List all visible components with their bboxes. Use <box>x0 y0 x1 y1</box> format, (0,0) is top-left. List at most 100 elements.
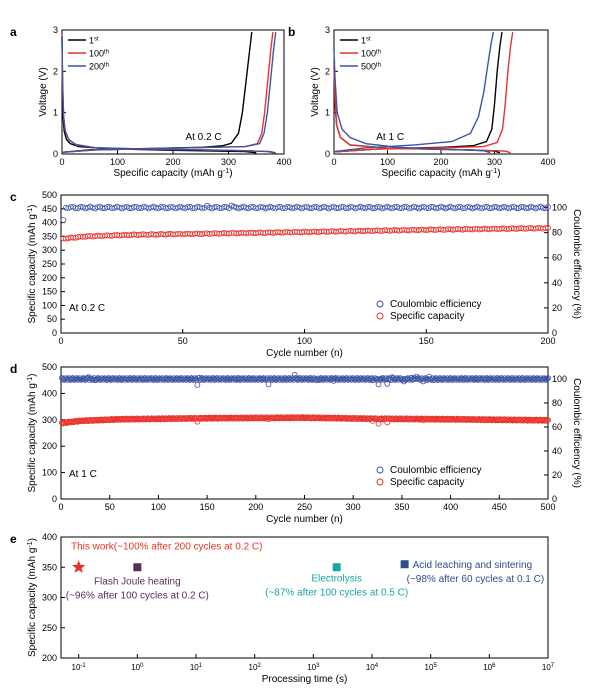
y-tick-label: 400 <box>42 218 57 228</box>
y-tick-label: 450 <box>42 204 57 214</box>
x-tick-label: 101 <box>190 663 203 672</box>
data-point <box>298 376 305 383</box>
data-point <box>286 375 292 382</box>
y-tick-label: 1 <box>53 108 58 118</box>
y-tick-label: 0 <box>53 149 58 159</box>
x-tick-label: 300 <box>221 157 236 167</box>
annotation: At 1 C <box>376 132 404 143</box>
data-point <box>542 225 549 232</box>
x-tick-label: 400 <box>443 502 458 512</box>
legend-marker <box>376 300 384 308</box>
data-point <box>203 375 210 382</box>
data-point <box>273 377 280 383</box>
data-point-star <box>72 560 86 573</box>
data-point <box>82 205 89 212</box>
data-point-square <box>400 560 409 569</box>
legend-label: Specific capacity <box>390 311 464 322</box>
x-tick-label: 107 <box>542 663 555 672</box>
annotation: At 0.2 C <box>185 132 221 143</box>
x-tick-label: 100 <box>380 157 395 167</box>
x-tick-label: 400 <box>540 157 555 167</box>
x-tick-label: 100 <box>131 663 144 672</box>
point-label: (~98% after 60 cycles at 0.1 C) <box>407 574 545 585</box>
plot-frame <box>60 194 549 334</box>
y-tick-label: 2 <box>53 66 58 76</box>
data-point <box>262 376 269 383</box>
data-point <box>345 376 352 383</box>
data-point <box>437 203 444 210</box>
x-axis-label: Specific capacity (mAh g-1) <box>381 168 500 180</box>
data-point <box>167 375 173 381</box>
data-point <box>511 376 517 383</box>
y-tick-label: 0 <box>52 328 57 338</box>
y-tick-label: 400 <box>42 532 57 542</box>
data-point <box>440 375 447 382</box>
data-point <box>199 205 206 212</box>
data-point <box>426 373 433 380</box>
data-point <box>289 205 296 212</box>
panel-letter: d <box>10 362 17 376</box>
y-tick-label: 100 <box>42 300 57 310</box>
series-0-charge-line <box>333 31 503 153</box>
y-axis-label: Specific capacity (mAh g-1) <box>27 538 39 657</box>
data-point <box>404 375 411 382</box>
data-point <box>438 377 445 383</box>
data-point <box>322 375 328 382</box>
data-point <box>381 376 388 383</box>
series-0-discharge-line <box>333 67 501 154</box>
data-point <box>545 224 551 231</box>
x-axis-label: Processing time (s) <box>262 674 348 685</box>
x-tick-label: 100 <box>297 336 312 346</box>
data-point <box>71 377 78 383</box>
y2-tick-label: 60 <box>552 422 562 432</box>
y2-axis-label: Coulombic efficiency (%) <box>571 378 582 488</box>
data-point <box>541 375 548 381</box>
point-label: (~87% after 100 cycles at 0.5 C) <box>265 587 408 598</box>
x-axis-label: Specific capacity (mAh g-1) <box>113 168 232 180</box>
x-axis-label: Cycle number (n) <box>266 514 343 525</box>
x-tick-label: 10-1 <box>72 663 87 672</box>
data-point <box>543 377 549 383</box>
data-point <box>451 375 458 382</box>
y-tick-label: 400 <box>42 388 57 398</box>
data-point <box>61 376 67 383</box>
data-point <box>262 205 269 212</box>
point-label: Acid leaching and sintering <box>413 560 533 571</box>
data-point <box>534 375 541 381</box>
x-tick-label: 0 <box>331 157 336 167</box>
data-point <box>356 377 362 383</box>
panel-letter: e <box>10 532 17 546</box>
data-point <box>379 205 386 212</box>
y2-tick-label: 0 <box>552 328 557 338</box>
y-tick-label: 200 <box>42 441 57 451</box>
legend-label: Coulombic efficiency <box>390 465 482 476</box>
data-point <box>332 375 339 381</box>
series-1 <box>59 414 551 427</box>
data-point <box>392 377 398 383</box>
x-tick-label: 300 <box>487 157 502 167</box>
y-tick-label: 350 <box>42 231 57 241</box>
data-point <box>411 203 417 210</box>
legend-marker <box>376 312 384 320</box>
data-point <box>464 376 471 383</box>
series-2-charge-line <box>333 31 495 153</box>
series-2-charge-line <box>61 31 277 154</box>
panel-a: 0 100 200 300 400 0 1 2 3 Specific capacity (mAh … <box>10 25 292 179</box>
data-point-square <box>133 563 142 572</box>
y-tick-label: 300 <box>42 593 57 603</box>
x-tick-label: 500 <box>540 502 555 512</box>
data-point <box>213 375 220 381</box>
x-tick-label: 102 <box>249 663 262 672</box>
legend-label: 100th <box>89 49 109 59</box>
panel-letter: c <box>10 190 17 204</box>
point-label: Electrolysis <box>311 573 362 584</box>
series-1-discharge-line <box>333 63 511 154</box>
x-tick-label: 400 <box>276 157 291 167</box>
data-point <box>474 377 481 383</box>
data-point <box>172 205 179 212</box>
data-point <box>415 375 422 381</box>
y-tick-label: 500 <box>42 362 57 372</box>
x-tick-label: 105 <box>425 663 438 672</box>
data-point <box>179 376 186 383</box>
